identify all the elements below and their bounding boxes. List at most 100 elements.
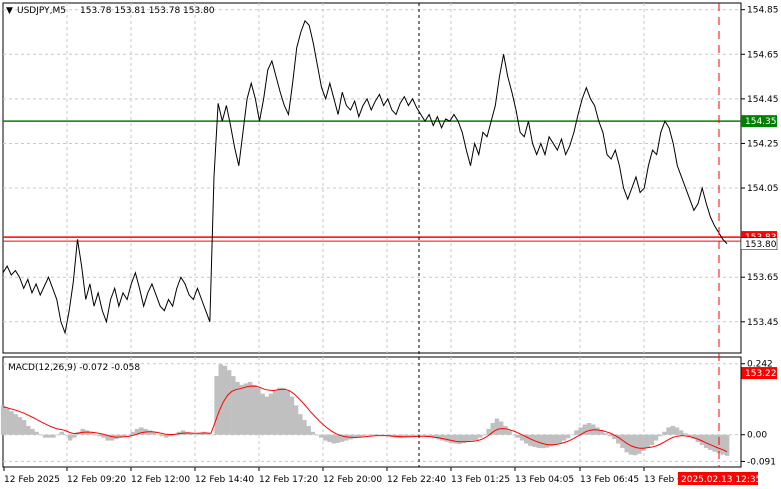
macd-histogram-bar (620, 434, 625, 448)
price-tick-label: 154.65 (747, 50, 779, 60)
macd-histogram-bar (419, 434, 424, 436)
macd-histogram-bar (511, 434, 516, 436)
macd-histogram-bar (427, 434, 433, 438)
macd-histogram-bar (21, 420, 27, 435)
macd-histogram-bar (578, 427, 583, 435)
macd-histogram-bar (172, 434, 177, 436)
macd-histogram-bar (38, 434, 44, 436)
macd-histogram-bar (272, 390, 278, 435)
macd-histogram-bar (657, 434, 663, 437)
macd-histogram-bar (699, 434, 705, 445)
macd-histogram-bar (411, 434, 416, 437)
macd-histogram-bar (369, 434, 374, 436)
macd-histogram-bar (498, 421, 504, 435)
macd-signal-line (2, 385, 728, 453)
macd-histogram-bar (134, 428, 140, 435)
macd-histogram-bar (122, 434, 127, 437)
macd-histogram-bar (632, 434, 638, 456)
macd-histogram-bar (415, 434, 420, 436)
macd-histogram-bar (365, 434, 370, 436)
last-price-badge (740, 237, 778, 251)
macd-histogram-bar (306, 425, 311, 435)
macd-histogram-bar (151, 431, 157, 435)
macd-histogram-bar (72, 434, 77, 438)
macd-histogram-bar (247, 381, 253, 435)
macd-histogram-bar (586, 423, 592, 435)
macd-histogram-bar (436, 434, 441, 440)
macd-histogram-bar (352, 434, 357, 439)
last-price-label: 153.80 (745, 240, 777, 250)
macd-histogram-bar (239, 384, 244, 435)
macd-histogram-bar (720, 434, 726, 455)
macd-histogram-bar (327, 434, 332, 443)
macd-histogram-bar (373, 434, 378, 435)
macd-histogram-bar (243, 383, 249, 435)
macd-histogram-bar (109, 434, 115, 441)
macd-histogram-bar (637, 434, 642, 454)
macd-histogram-bar (519, 434, 525, 441)
macd-histogram-bar (557, 434, 562, 443)
time-tick-label: 13 Feb 0 (644, 475, 683, 485)
macd-histogram-bar (126, 434, 131, 436)
collapse-triangle-icon[interactable]: ▼ (6, 6, 13, 16)
macd-histogram-bar (377, 434, 383, 436)
price-tick-label: 154.05 (747, 184, 779, 194)
time-tick-label: 12 Feb 22:40 (387, 475, 446, 485)
macd-histogram-bar (97, 434, 102, 437)
macd-histogram-bar (26, 425, 31, 435)
macd-histogram-bar (670, 425, 675, 435)
cursor-time-badge (678, 472, 758, 485)
macd-histogram-bar (528, 434, 533, 446)
macd-histogram-bar (256, 387, 261, 435)
macd-histogram-bar (210, 434, 215, 436)
macd-histogram-bar (360, 434, 366, 437)
macd-histogram-bar (553, 434, 558, 445)
macd-histogram-bar (402, 434, 408, 438)
macd-histogram-bar (13, 414, 18, 435)
time-tick-label: 12 Feb 12:00 (131, 475, 190, 485)
macd-histogram-bar (0, 405, 6, 435)
macd-histogram-bar (92, 434, 98, 436)
macd-histogram-bar (469, 434, 475, 441)
macd-histogram-bar (549, 434, 554, 447)
macd-histogram-bar (118, 434, 123, 438)
macd-histogram-bar (452, 434, 458, 444)
macd-histogram-bar (164, 434, 169, 438)
macd-histogram-bar (708, 434, 713, 450)
macd-histogram-bar (147, 430, 152, 435)
macd-histogram-bar (448, 434, 454, 443)
macd-histogram-bar (281, 387, 286, 435)
macd-histogram-bar (641, 434, 646, 451)
macd-histogram-bar (649, 434, 655, 445)
price-line (2, 19, 728, 335)
macd-histogram-bar (260, 393, 265, 435)
macd-histogram-bar (536, 434, 542, 448)
macd-histogram-bar (678, 430, 684, 435)
macd-histogram-bar (524, 434, 529, 444)
price-tick-label: 154.45 (747, 95, 779, 105)
macd-histogram-bar (477, 434, 483, 438)
macd-histogram-bar (616, 434, 621, 444)
macd-histogram-bar (683, 433, 688, 435)
time-tick-label: 12 Feb 2025 (4, 475, 60, 485)
macd-histogram-bar (712, 434, 717, 452)
macd-histogram-bar (599, 430, 604, 435)
macd-histogram-bar (423, 434, 429, 436)
support-low-price-label: 153.22 (745, 369, 777, 379)
macd-histogram-bar (205, 433, 211, 435)
macd-histogram-bar (344, 434, 349, 441)
macd-histogram-bar (46, 434, 52, 438)
macd-histogram-bar (293, 405, 299, 435)
macd-histogram-bar (565, 434, 571, 439)
macd-histogram-bar (314, 434, 320, 436)
macd-histogram-bar (180, 430, 186, 435)
macd-histogram-bar (193, 434, 198, 436)
macd-histogram-bar (540, 434, 546, 449)
price-grid (3, 3, 741, 353)
macd-histogram-bar (30, 428, 35, 435)
macd-histogram-bar (51, 434, 56, 438)
macd-histogram-bar (645, 434, 650, 448)
macd-histogram-bar (63, 434, 69, 436)
macd-histogram-bar (277, 387, 282, 435)
macd-histogram-bar (653, 434, 659, 441)
